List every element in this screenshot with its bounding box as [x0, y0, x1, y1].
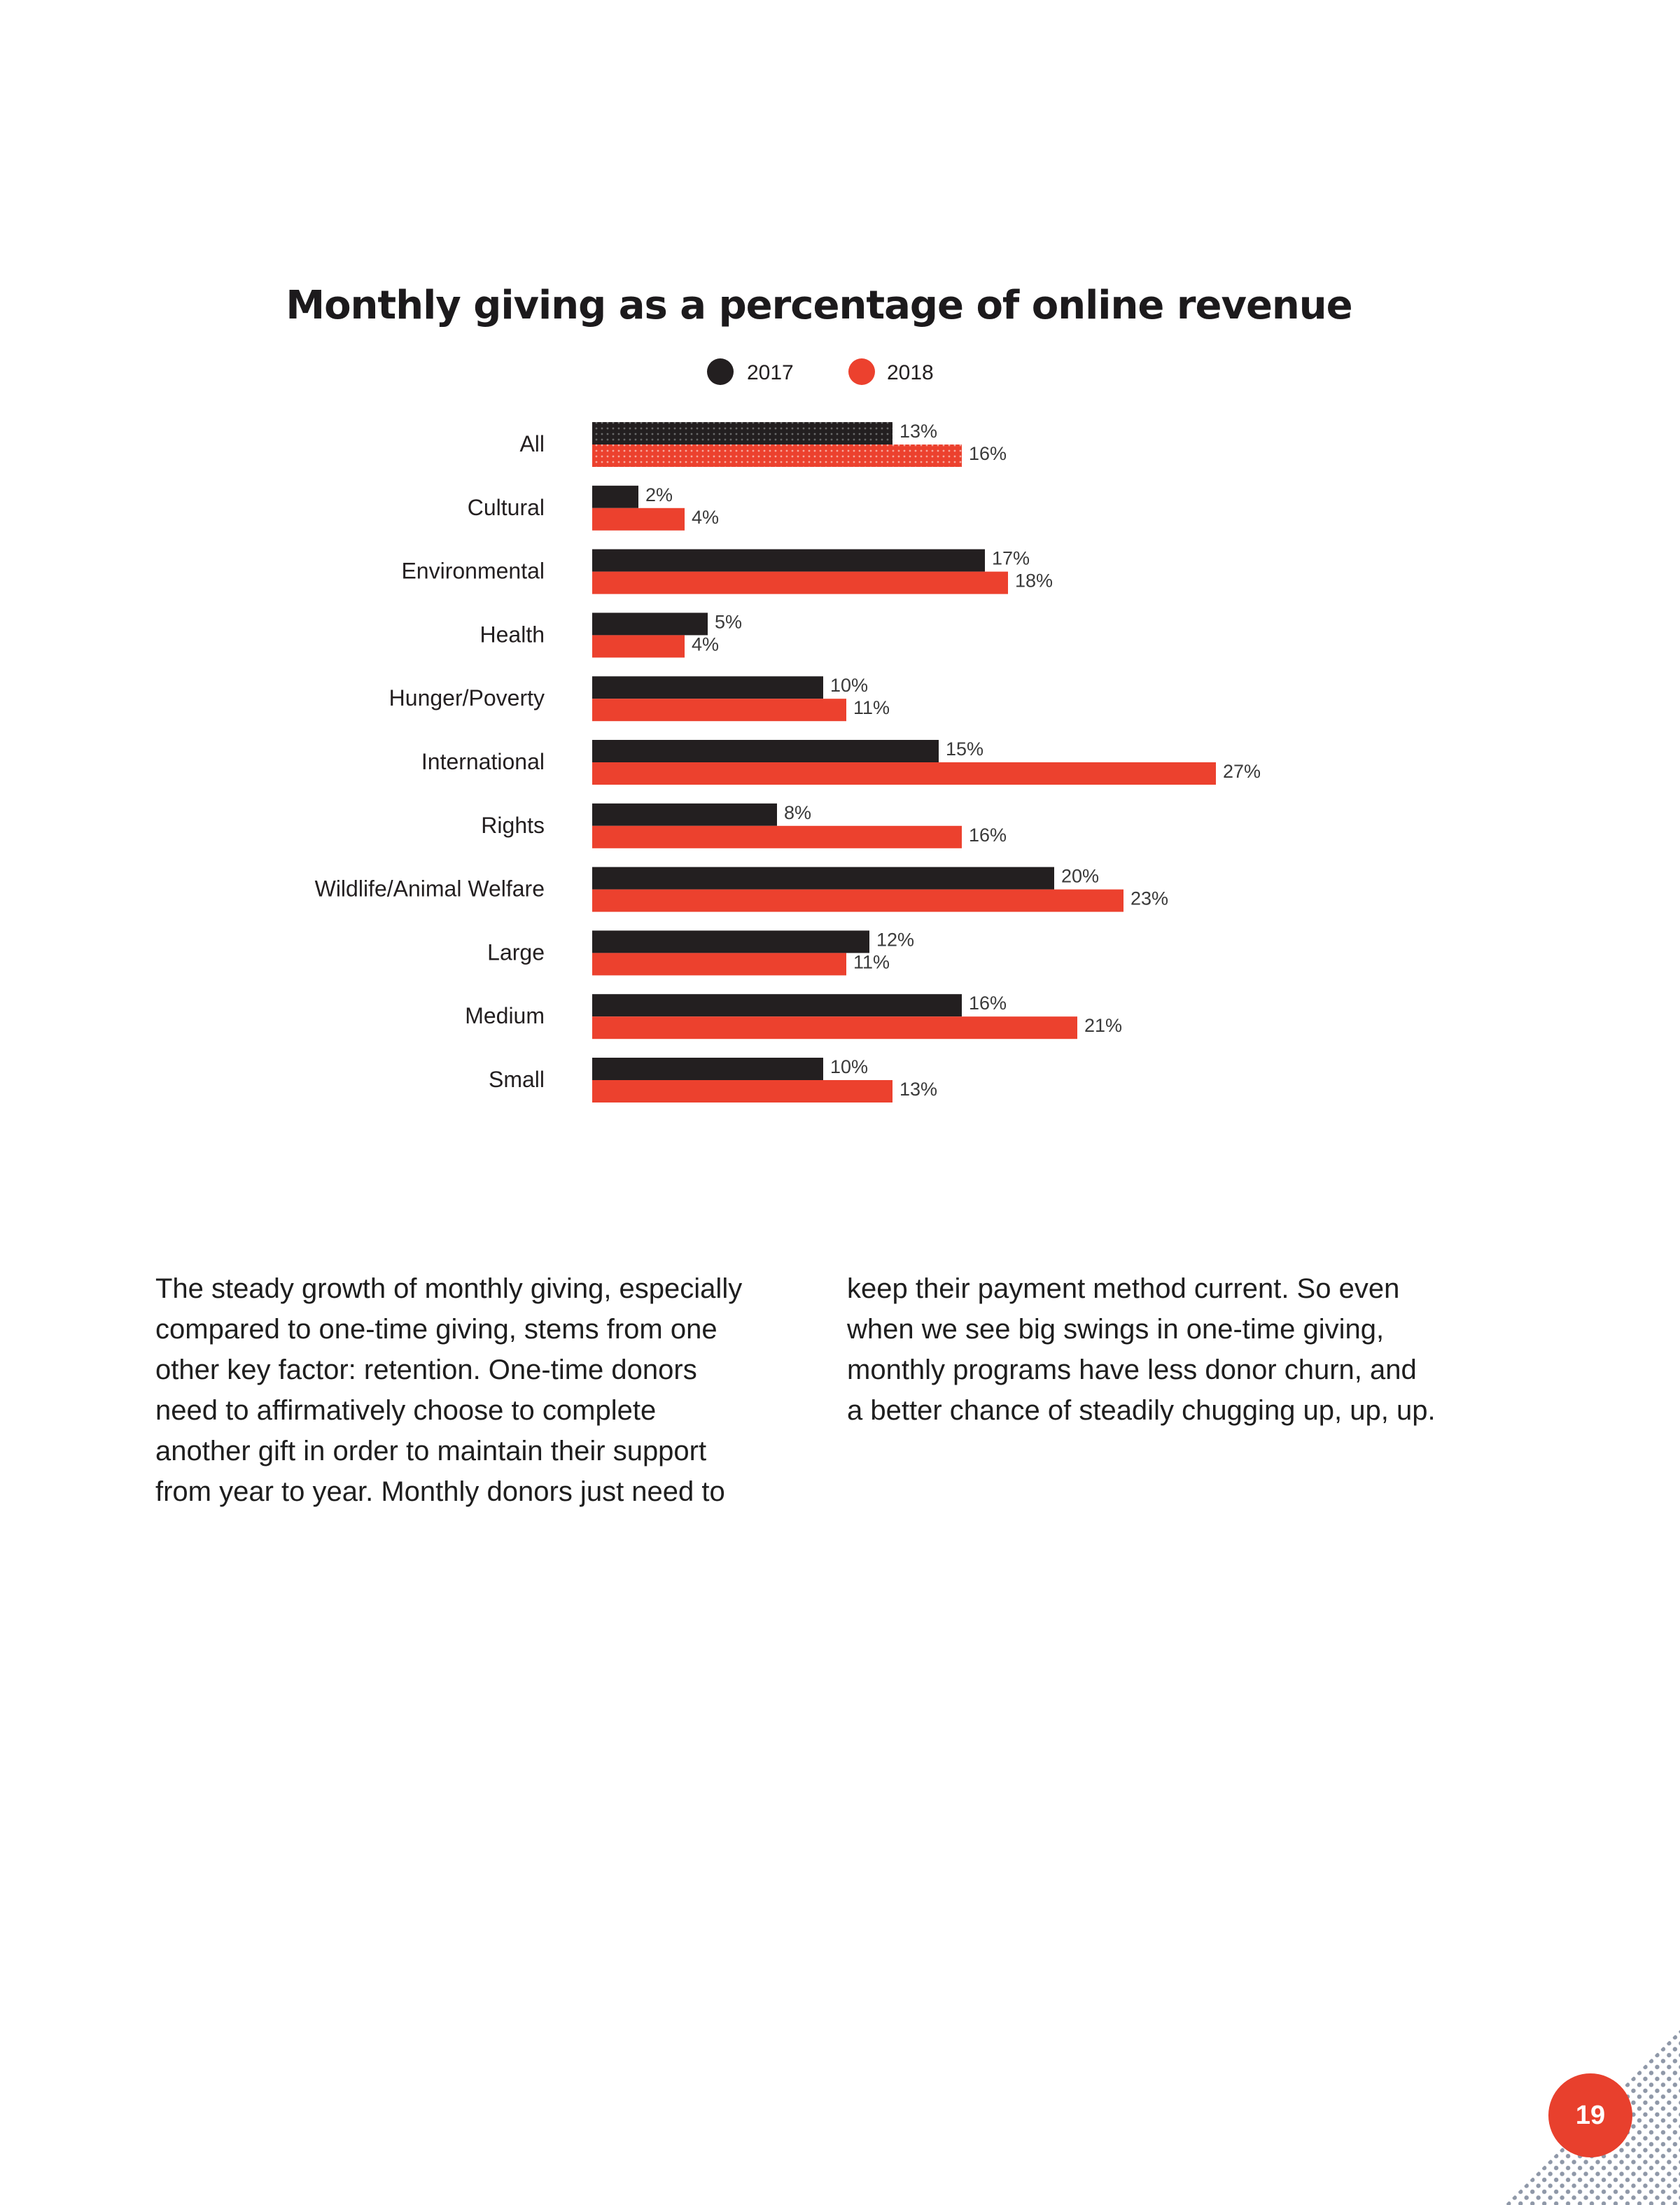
bar-2017-wildlife-animal-welfare — [592, 867, 1054, 890]
bar-2018-health — [592, 635, 685, 658]
bar-2017-international — [592, 740, 939, 762]
body-line: monthly programs have less donor churn, … — [847, 1354, 1417, 1385]
bar-2017-rights — [592, 803, 777, 826]
body-line: another gift in order to maintain their … — [155, 1436, 707, 1466]
legend-marker-2018 — [848, 358, 875, 385]
data-label: 27% — [1223, 761, 1261, 782]
body-line: keep their payment method current. So ev… — [847, 1273, 1400, 1304]
bar-2017-small — [592, 1058, 823, 1080]
body-line: need to affirmatively choose to complete — [155, 1395, 657, 1426]
data-label: 15% — [946, 738, 983, 760]
category-label: Rights — [481, 813, 545, 838]
data-label: 2% — [645, 484, 673, 505]
body-line: from year to year. Monthly donors just n… — [155, 1476, 725, 1507]
data-label: 17% — [992, 548, 1030, 569]
bar-2017-hunger-poverty — [592, 676, 823, 699]
bar-chart: 2017 2018 All 13% 16% Cultural 2% 4% Environme… — [315, 358, 1261, 1102]
bar-2018-hunger-poverty — [592, 699, 846, 722]
data-label: 13% — [899, 421, 937, 442]
body-line: when we see big swings in one-time givin… — [847, 1314, 1385, 1345]
data-label: 11% — [853, 951, 890, 972]
category-label: Large — [487, 939, 545, 965]
data-label: 11% — [853, 697, 890, 718]
body-line: other key factor: retention. One-time do… — [155, 1354, 697, 1385]
category-label: Medium — [465, 1003, 545, 1028]
category-label: Hunger/Poverty — [389, 685, 545, 710]
data-label: 16% — [969, 993, 1007, 1014]
body-text-right-column: keep their payment method current. So ev… — [847, 1268, 1436, 1431]
chart-legend: 2017 2018 — [707, 358, 934, 385]
data-label: 12% — [876, 929, 914, 950]
bar-2018-large — [592, 953, 846, 976]
bar-2017-environmental — [592, 549, 985, 572]
category-label: Small — [489, 1067, 545, 1092]
data-label: 4% — [692, 507, 719, 528]
data-label: 16% — [969, 443, 1007, 464]
page-number-badge: 19 — [1548, 2073, 1632, 2157]
data-label: 8% — [784, 802, 811, 823]
category-label: International — [421, 749, 545, 774]
chart-title: Monthly giving as a percentage of online… — [286, 283, 1352, 328]
data-label: 5% — [715, 611, 742, 632]
data-label: 4% — [692, 634, 719, 654]
data-label: 10% — [830, 1056, 868, 1077]
bar-2017-medium — [592, 994, 962, 1017]
body-text-left-column: The steady growth of monthly giving, esp… — [155, 1268, 742, 1512]
bar-2018-environmental — [592, 571, 1008, 594]
bar-2018-wildlife-animal-welfare — [592, 889, 1124, 912]
bar-2018-medium — [592, 1016, 1077, 1040]
bar-2018-international — [592, 762, 1216, 785]
legend-marker-2017 — [707, 358, 734, 385]
bar-2018-small — [592, 1080, 892, 1102]
category-label: Environmental — [401, 559, 545, 584]
body-line: compared to one-time giving, stems from … — [155, 1314, 718, 1345]
category-label: Wildlife/Animal Welfare — [315, 876, 545, 902]
data-label: 20% — [1061, 866, 1099, 887]
bar-2017-large — [592, 930, 869, 953]
data-label: 23% — [1130, 888, 1168, 909]
body-line: The steady growth of monthly giving, esp… — [155, 1273, 743, 1304]
bar-2017-cultural — [592, 485, 638, 508]
bar-2017-all — [592, 422, 892, 444]
data-label: 18% — [1015, 570, 1053, 592]
legend-label-2018: 2018 — [887, 361, 934, 384]
data-label: 21% — [1084, 1015, 1122, 1036]
category-label: Health — [480, 622, 545, 647]
body-line: a better chance of steadily chugging up,… — [847, 1395, 1436, 1426]
legend-label-2017: 2017 — [747, 361, 794, 384]
bar-2017-health — [592, 612, 708, 636]
data-label: 13% — [899, 1079, 937, 1100]
category-label: Cultural — [468, 495, 545, 520]
data-label: 10% — [830, 675, 868, 696]
bar-2018-rights — [592, 825, 962, 848]
data-label: 16% — [969, 825, 1007, 846]
category-label: All — [519, 431, 545, 456]
bar-2018-cultural — [592, 507, 685, 531]
bar-2018-all — [592, 444, 962, 467]
